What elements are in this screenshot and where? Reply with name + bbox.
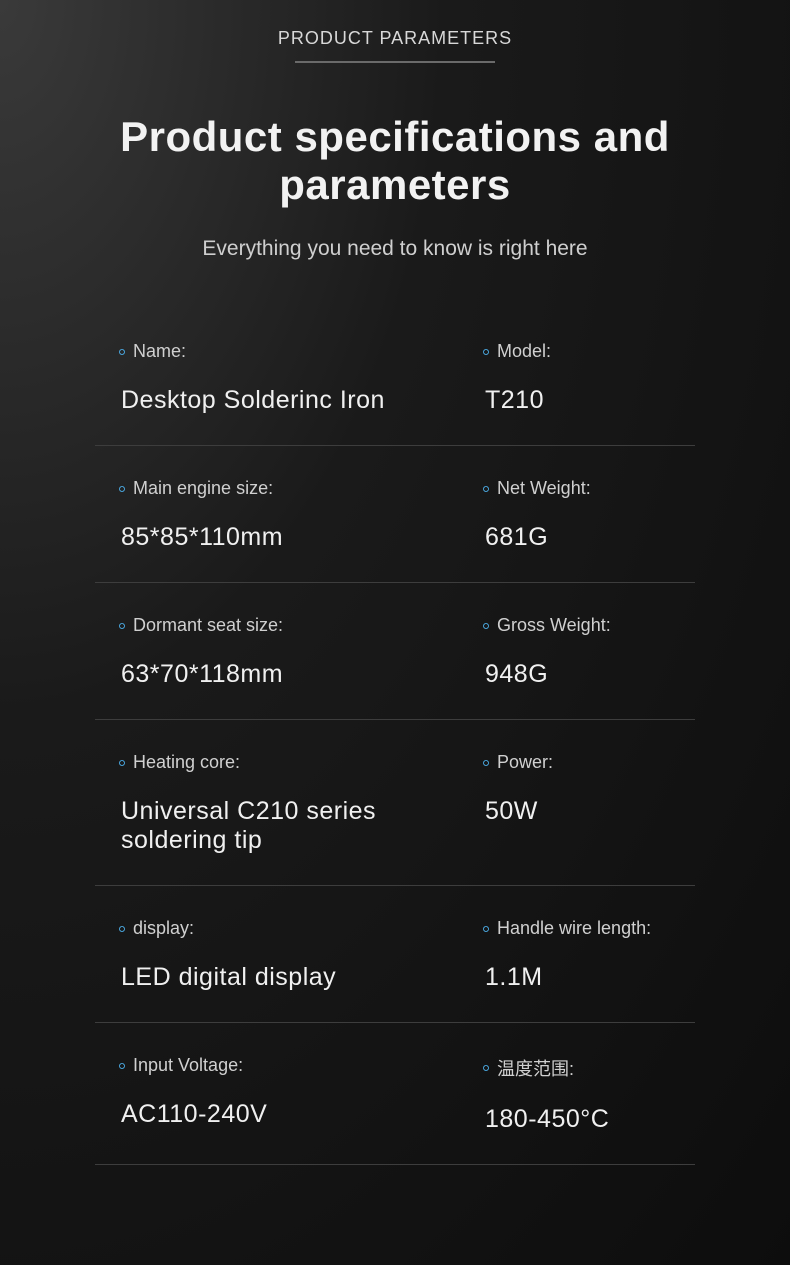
spec-label: Net Weight: — [497, 478, 591, 499]
bullet-icon — [482, 347, 490, 355]
spec-value: 180-450°C — [483, 1105, 695, 1134]
spec-value: 681G — [483, 523, 695, 552]
spec-label-line: Name: — [119, 341, 483, 362]
spec-row: Main engine size: 85*85*110mm Net Weight… — [95, 446, 695, 583]
spec-value: AC110-240V — [119, 1100, 483, 1129]
spec-label-line: display: — [119, 918, 483, 939]
spec-label: Model: — [497, 341, 551, 362]
spec-label: Name: — [133, 341, 186, 362]
spec-label-line: Model: — [483, 341, 695, 362]
spec-label: Dormant seat size: — [133, 615, 283, 636]
spec-cell: Input Voltage: AC110-240V — [95, 1055, 483, 1134]
spec-value: 63*70*118mm — [119, 660, 483, 689]
bullet-icon — [482, 621, 490, 629]
spec-value: 948G — [483, 660, 695, 689]
spec-label: Input Voltage: — [133, 1055, 243, 1076]
page-subtitle: Everything you need to know is right her… — [0, 237, 790, 261]
spec-label-line: 温度范围: — [483, 1055, 695, 1081]
spec-table: Name: Desktop Solderinc Iron Model: T210… — [95, 341, 695, 1165]
spec-cell: Power: 50W — [483, 752, 695, 855]
bullet-icon — [482, 758, 490, 766]
spec-value: 85*85*110mm — [119, 523, 483, 552]
bullet-icon — [118, 758, 126, 766]
spec-value: LED digital display — [119, 963, 483, 992]
bullet-icon — [482, 924, 490, 932]
spec-cell: Name: Desktop Solderinc Iron — [95, 341, 483, 415]
spec-cell: Net Weight: 681G — [483, 478, 695, 552]
bullet-icon — [118, 347, 126, 355]
spec-label-line: Handle wire length: — [483, 918, 695, 939]
spec-cell: Heating core: Universal C210 series sold… — [95, 752, 483, 855]
spec-value: Universal C210 series soldering tip — [119, 797, 483, 855]
spec-label-line: Net Weight: — [483, 478, 695, 499]
spec-label-line: Dormant seat size: — [119, 615, 483, 636]
spec-value: 1.1M — [483, 963, 695, 992]
spec-cell: Handle wire length: 1.1M — [483, 918, 695, 992]
spec-label-line: Heating core: — [119, 752, 483, 773]
spec-value: 50W — [483, 797, 695, 826]
spec-row: Dormant seat size: 63*70*118mm Gross Wei… — [95, 583, 695, 720]
spec-label: Gross Weight: — [497, 615, 611, 636]
spec-label-line: Power: — [483, 752, 695, 773]
spec-label: Power: — [497, 752, 553, 773]
spec-label-line: Main engine size: — [119, 478, 483, 499]
bullet-icon — [118, 924, 126, 932]
spec-label: display: — [133, 918, 194, 939]
spec-label-line: Gross Weight: — [483, 615, 695, 636]
spec-cell: display: LED digital display — [95, 918, 483, 992]
spec-value: T210 — [483, 386, 695, 415]
spec-label: 温度范围: — [497, 1055, 574, 1081]
spec-value: Desktop Solderinc Iron — [119, 386, 483, 415]
bullet-icon — [482, 1064, 490, 1072]
spec-label: Heating core: — [133, 752, 240, 773]
spec-label: Handle wire length: — [497, 918, 651, 939]
spec-label-line: Input Voltage: — [119, 1055, 483, 1076]
spec-cell: Main engine size: 85*85*110mm — [95, 478, 483, 552]
spec-row: Heating core: Universal C210 series sold… — [95, 720, 695, 886]
bullet-icon — [118, 484, 126, 492]
spec-cell: Dormant seat size: 63*70*118mm — [95, 615, 483, 689]
eyebrow-label: PRODUCT PARAMETERS — [0, 28, 790, 61]
spec-cell: Model: T210 — [483, 341, 695, 415]
spec-cell: Gross Weight: 948G — [483, 615, 695, 689]
bullet-icon — [118, 1061, 126, 1069]
spec-row: display: LED digital display Handle wire… — [95, 886, 695, 1023]
spec-row: Input Voltage: AC110-240V 温度范围: 180-450°… — [95, 1023, 695, 1165]
bullet-icon — [118, 621, 126, 629]
page-title: Product specifications and parameters — [0, 113, 790, 209]
page-container: PRODUCT PARAMETERS Product specification… — [0, 0, 790, 1165]
spec-cell: 温度范围: 180-450°C — [483, 1055, 695, 1134]
spec-label: Main engine size: — [133, 478, 273, 499]
bullet-icon — [482, 484, 490, 492]
spec-row: Name: Desktop Solderinc Iron Model: T210 — [95, 341, 695, 446]
eyebrow-underline — [295, 61, 495, 63]
